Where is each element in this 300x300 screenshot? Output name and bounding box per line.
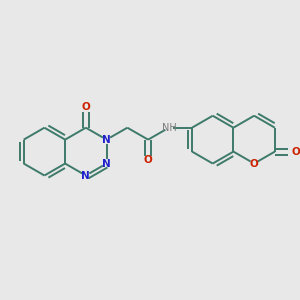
Text: O: O <box>250 158 259 169</box>
Text: N: N <box>102 135 111 145</box>
Text: O: O <box>291 147 300 157</box>
Text: O: O <box>144 155 152 165</box>
Text: O: O <box>82 102 90 112</box>
Text: NH: NH <box>162 123 176 133</box>
Text: N: N <box>102 158 111 169</box>
Text: N: N <box>82 170 90 181</box>
